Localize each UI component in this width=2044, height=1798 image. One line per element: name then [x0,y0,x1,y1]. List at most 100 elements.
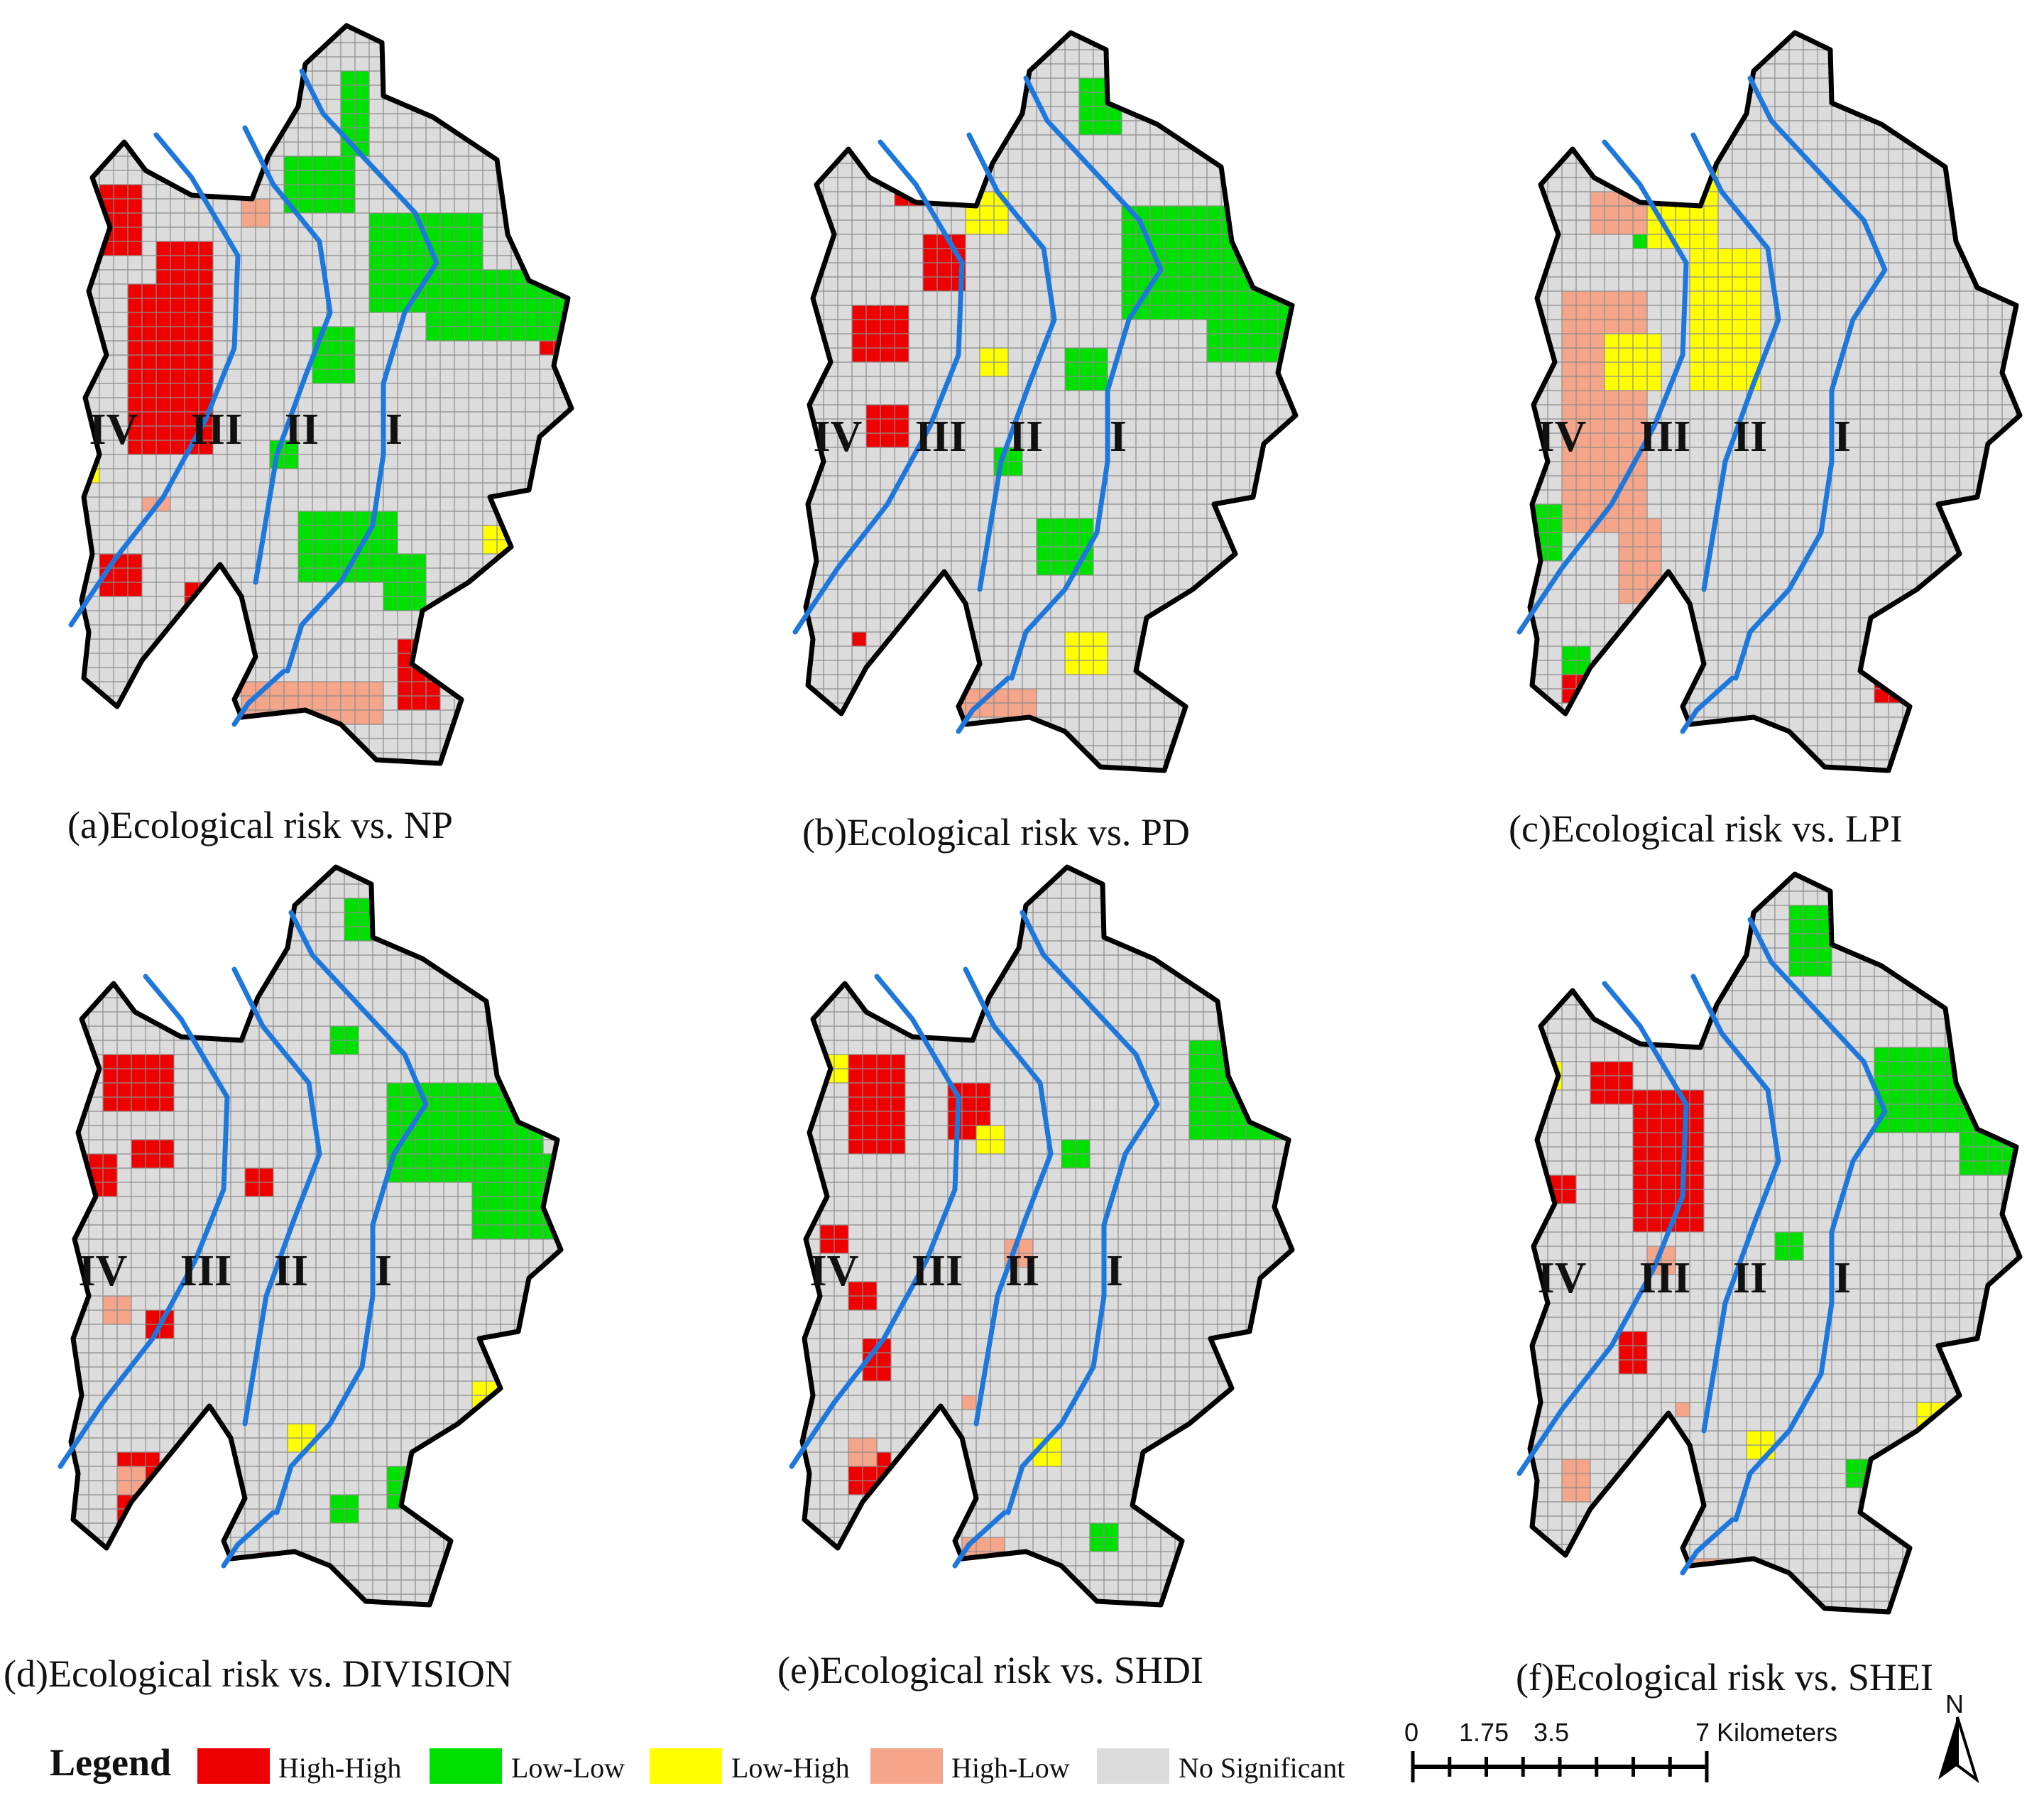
cluster-patch [1118,898,1147,941]
legend-swatch-no-significant [1097,1748,1169,1784]
grid-cells [82,26,572,763]
cluster-patch [1590,1062,1633,1104]
study-area-boundary [799,864,1295,1608]
zone-ring-line [1516,139,1689,635]
cluster-patch [75,1055,89,1083]
cluster-patch [1065,632,1108,675]
panel-caption: (f)Ecological risk vs. SHEI [1516,1656,1933,1699]
zone-label: II [1733,413,1767,461]
zone-label: II [1009,413,1043,461]
zone-label: I [1110,413,1127,461]
zone-label: I [1834,1254,1851,1302]
zone-ring-line [952,1510,1007,1569]
grid-cells [71,867,561,1605]
zone-label: IV [810,1247,859,1295]
cluster-patch [1065,348,1108,391]
zone-ring-line [1009,75,1164,681]
zone-label: II [274,1247,308,1295]
panel-caption: (d)Ecological risk vs. DIVISION [4,1652,513,1695]
zone-ring-line [1680,675,1735,734]
panel-caption: (a)Ecological risk vs. NP [67,804,453,846]
map-panel: IV III II I [789,864,1360,1608]
north-label: N [1945,1689,1964,1718]
map-panel: IV III II I [68,23,574,766]
zone-label: II [1005,1247,1039,1295]
zone-ring-line [68,132,241,628]
zone-label: III [1639,413,1690,461]
zone-ring-line [1733,917,1888,1522]
grid-lines [802,867,1292,1605]
legend-label-high-low: High-Low [951,1752,1070,1784]
legend-swatch-low-low [430,1748,502,1784]
legend: Legend High-High Low-Low Low-High High-L… [50,1741,1345,1784]
cluster-patch [1917,589,1945,646]
zone-label: I [1834,413,1851,461]
zone-label: II [285,405,319,454]
zone-label: III [1639,1254,1690,1302]
grid-cells [1530,33,2020,770]
scale-tick-label: 1.75 [1459,1718,1509,1747]
north-arrow-icon [1938,1717,1957,1780]
grid-lines [806,33,1296,770]
zone-ring-line [1516,981,1689,1476]
cluster-patch [1676,1402,1690,1417]
zone-ring-line [963,966,1054,1427]
zone-ring-line [58,974,230,1469]
zone-label: IV [89,405,138,454]
zone-label: IV [1538,1254,1587,1302]
scale-tick-label: 3.5 [1534,1718,1569,1747]
zone-ring-line [1733,75,1888,681]
legend-swatch-low-high [650,1748,722,1784]
study-area-boundary [1527,30,2023,773]
legend-label-no-significant: No Significant [1179,1752,1345,1784]
study-area-boundary [79,23,574,766]
zone-ring-line [1690,132,1781,592]
scale-tick-label: 7 Kilometers [1695,1718,1837,1747]
zone-ring-line [285,68,439,674]
cluster-patch [1303,1083,1360,1154]
zone-ring-line [221,1510,276,1569]
cluster-patch [1647,618,1661,632]
grid-lines [1530,33,2020,770]
panel-caption: (b)Ecological risk vs. PD [802,811,1190,854]
zone-label: IV [79,1247,128,1295]
grid-lines [1530,874,2020,1612]
cluster-patch [1122,78,1136,107]
zone-label: IV [1538,413,1587,461]
north-arrow-icon [1956,1716,1979,1784]
panel-caption: (c)Ecological risk vs. LPI [1509,807,1903,850]
zone-label: III [912,1247,963,1295]
cluster-patch [962,1395,976,1410]
zone-label: I [1106,1247,1123,1295]
map-panel: IV III II I [58,864,564,1608]
cluster-patch [1619,64,1647,92]
cluster-patch [1633,234,1647,249]
grid-cells [802,867,1360,1605]
grid-lines [82,26,572,763]
map-panel: IV III II I [792,30,1299,773]
zone-label: II [1733,1254,1767,1302]
cluster-patch [1278,703,1296,746]
zone-ring-line [231,668,287,727]
zone-ring-line [1680,1517,1735,1576]
cluster-patch [909,703,937,717]
zone-label: I [386,405,403,454]
study-area-boundary [68,864,564,1608]
zone-ring-line [789,974,961,1469]
legend-label-low-high: Low-High [731,1752,850,1784]
cluster-patch [1605,1488,1647,1559]
legend-swatch-high-high [197,1748,270,1784]
legend-label-high-high: High-High [278,1752,401,1784]
cluster-patch [1161,1481,1203,1509]
scale-bar: 0 1.75 3.5 7 Kilometers [1404,1718,1837,1782]
map-panel: IV III II I [1516,30,2023,773]
zone-label: I [375,1247,392,1295]
zone-ring-line [274,910,429,1515]
legend-title: Legend [50,1741,171,1784]
zone-ring-line [231,966,322,1427]
cluster-patch [1974,689,2002,717]
legend-swatch-high-low [870,1748,943,1784]
zone-ring-line [956,675,1011,734]
map-panel: IV III II I [1516,871,2023,1615]
